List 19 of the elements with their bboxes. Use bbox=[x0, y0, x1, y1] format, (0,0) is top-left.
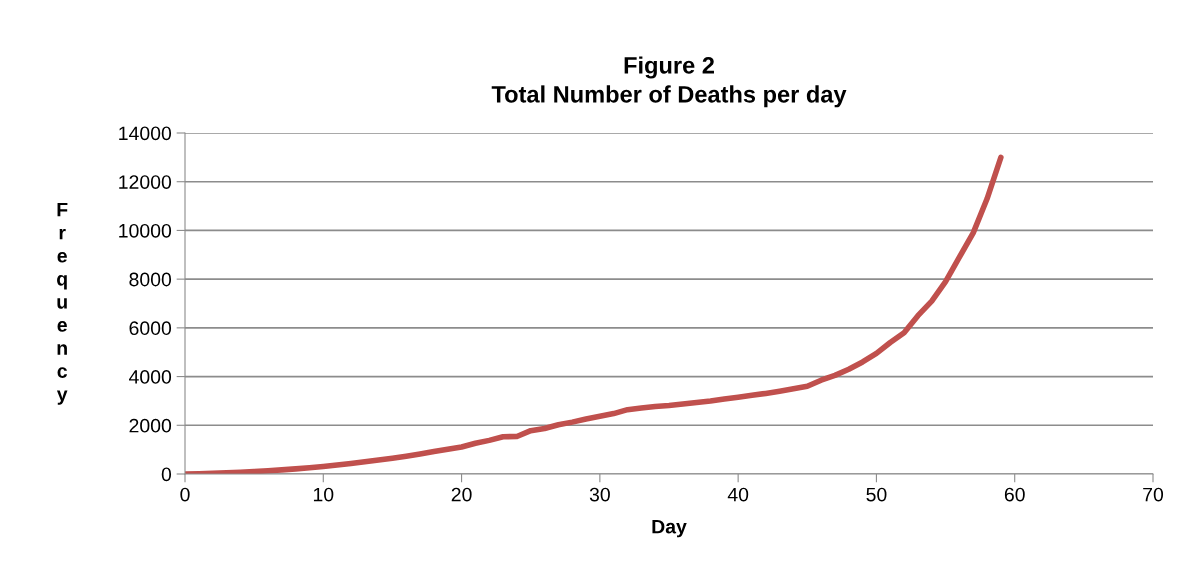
x-tick-label: 20 bbox=[451, 487, 472, 502]
y-tick-label: 8000 bbox=[129, 272, 172, 287]
y-tick-label: 10000 bbox=[119, 223, 172, 238]
x-tick-label: 50 bbox=[866, 487, 887, 502]
y-tick-label: 0 bbox=[161, 467, 172, 482]
y-tick-label: 4000 bbox=[129, 370, 172, 384]
x-tick-label: 40 bbox=[727, 487, 749, 502]
x-tick-label: 0 bbox=[180, 487, 190, 502]
x-tick-label: 30 bbox=[589, 487, 610, 502]
y-tick-label: 6000 bbox=[129, 321, 172, 336]
text: Frequency bbox=[56, 202, 68, 405]
y-tick-label: 2000 bbox=[129, 418, 172, 433]
x-axis-title: Day bbox=[652, 519, 687, 538]
x-tick-label: 10 bbox=[313, 487, 334, 502]
y-tick-label: 14000 bbox=[119, 126, 172, 141]
x-tick-label: 70 bbox=[1143, 487, 1164, 502]
x-tick-label: 60 bbox=[1004, 487, 1025, 502]
chart-title: Figure 2 Total Number of Deaths per day bbox=[491, 56, 847, 108]
y-tick-label: 12000 bbox=[119, 175, 172, 189]
